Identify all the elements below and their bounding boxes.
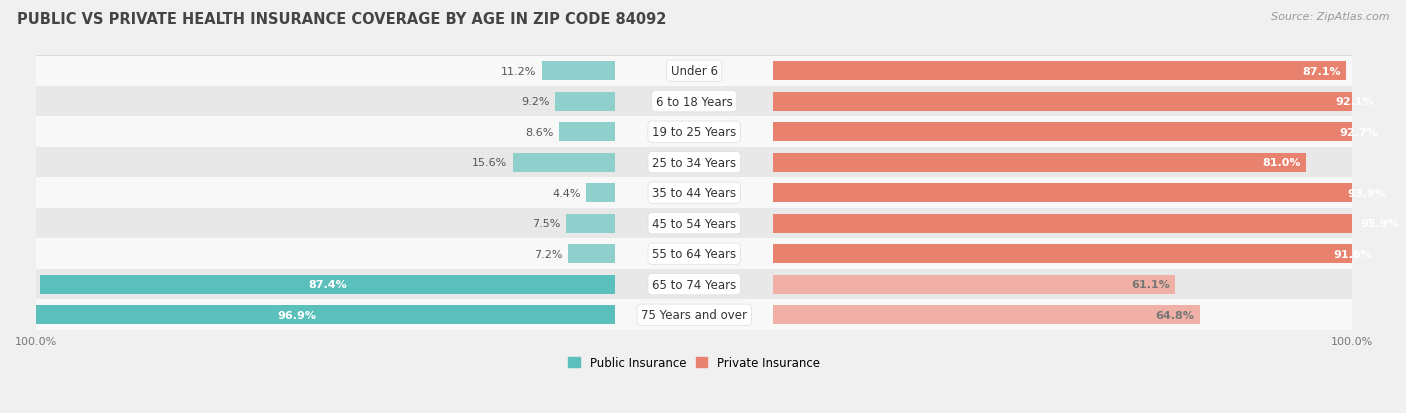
Text: 61.1%: 61.1% xyxy=(1132,280,1170,290)
Text: 35 to 44 Years: 35 to 44 Years xyxy=(652,187,737,200)
Text: 25 to 34 Years: 25 to 34 Years xyxy=(652,156,737,169)
Bar xyxy=(773,244,1378,263)
Text: 93.9%: 93.9% xyxy=(1347,188,1386,198)
Bar xyxy=(37,178,1353,209)
Text: 8.6%: 8.6% xyxy=(524,127,554,138)
Text: 9.2%: 9.2% xyxy=(522,97,550,107)
Text: 91.8%: 91.8% xyxy=(1333,249,1372,259)
Text: 19 to 25 Years: 19 to 25 Years xyxy=(652,126,737,139)
Text: 64.8%: 64.8% xyxy=(1156,310,1194,320)
Bar xyxy=(568,244,616,263)
Text: 65 to 74 Years: 65 to 74 Years xyxy=(652,278,737,291)
Text: 87.1%: 87.1% xyxy=(1302,66,1341,76)
Text: PUBLIC VS PRIVATE HEALTH INSURANCE COVERAGE BY AGE IN ZIP CODE 84092: PUBLIC VS PRIVATE HEALTH INSURANCE COVER… xyxy=(17,12,666,27)
Text: Under 6: Under 6 xyxy=(671,65,717,78)
Bar xyxy=(555,93,616,112)
Text: 95.9%: 95.9% xyxy=(1360,218,1399,229)
Bar xyxy=(565,214,616,233)
Bar xyxy=(773,184,1391,203)
Bar xyxy=(773,306,1199,324)
Bar xyxy=(37,239,1353,269)
Bar xyxy=(558,123,616,142)
Text: 7.2%: 7.2% xyxy=(534,249,562,259)
Text: 87.4%: 87.4% xyxy=(308,280,347,290)
Bar xyxy=(37,56,1353,87)
Text: 55 to 64 Years: 55 to 64 Years xyxy=(652,248,737,261)
Text: 96.9%: 96.9% xyxy=(277,310,316,320)
Text: 11.2%: 11.2% xyxy=(501,66,536,76)
Bar xyxy=(773,93,1379,112)
Text: 75 Years and over: 75 Years and over xyxy=(641,309,747,321)
Legend: Public Insurance, Private Insurance: Public Insurance, Private Insurance xyxy=(564,351,825,374)
Text: 4.4%: 4.4% xyxy=(553,188,581,198)
Bar xyxy=(586,184,616,203)
Bar xyxy=(513,153,616,172)
Bar xyxy=(773,62,1347,81)
Text: 92.7%: 92.7% xyxy=(1340,127,1378,138)
Bar xyxy=(37,147,1353,178)
Bar xyxy=(37,87,1353,117)
Text: Source: ZipAtlas.com: Source: ZipAtlas.com xyxy=(1271,12,1389,22)
Bar xyxy=(37,300,1353,330)
Bar xyxy=(541,62,616,81)
Bar xyxy=(0,306,616,324)
Bar xyxy=(773,123,1384,142)
Bar xyxy=(37,209,1353,239)
Text: 15.6%: 15.6% xyxy=(472,158,508,168)
Text: 92.1%: 92.1% xyxy=(1336,97,1374,107)
Bar xyxy=(773,153,1306,172)
Text: 6 to 18 Years: 6 to 18 Years xyxy=(655,95,733,108)
Text: 45 to 54 Years: 45 to 54 Years xyxy=(652,217,737,230)
Bar xyxy=(773,214,1405,233)
Bar xyxy=(773,275,1175,294)
Text: 7.5%: 7.5% xyxy=(533,218,561,229)
Bar xyxy=(37,117,1353,147)
Bar xyxy=(37,269,1353,300)
Text: 81.0%: 81.0% xyxy=(1263,158,1301,168)
Bar xyxy=(41,275,616,294)
